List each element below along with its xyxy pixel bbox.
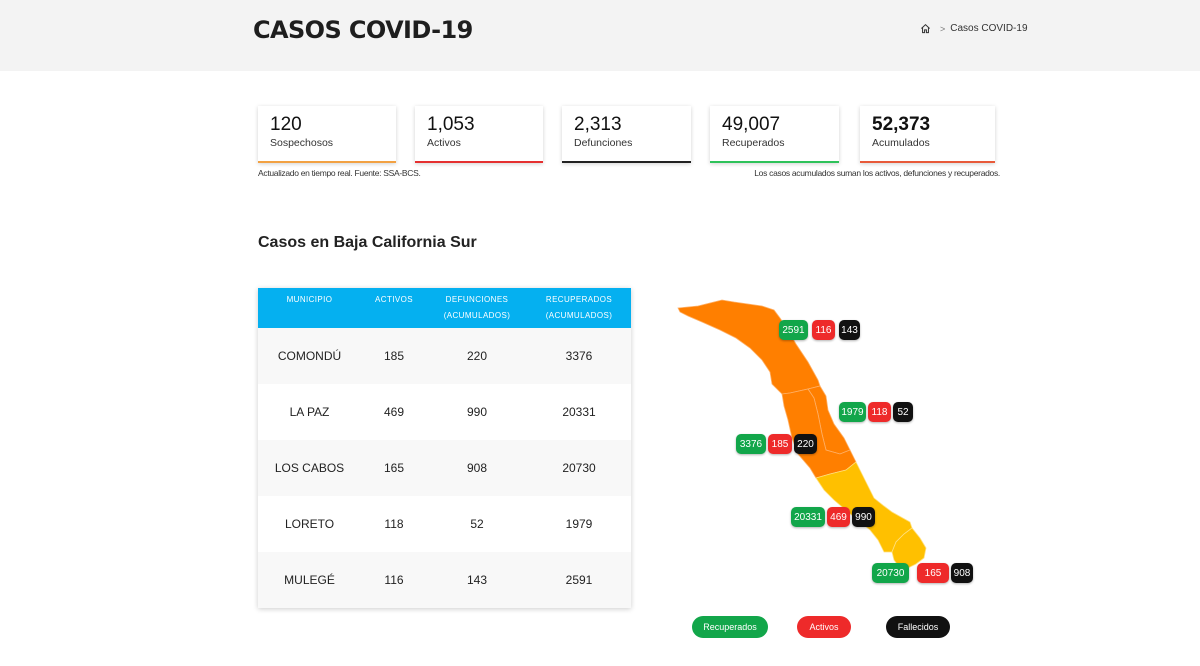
stat-card-activos: 1,053 Activos [415, 106, 543, 163]
stat-label: Sospechosos [270, 137, 334, 149]
cell-municipio: COMONDÚ [277, 349, 342, 363]
stat-card-acumulados: 52,373 Acumulados [860, 106, 995, 163]
legend-activos: Activos [797, 616, 851, 638]
badge-recuperados-loreto: 1979 [839, 402, 866, 422]
table-row: MULEGÉ 116 143 2591 [258, 552, 631, 608]
table-row: COMONDÚ 185 220 3376 [258, 328, 631, 384]
stat-value: 49,007 [722, 114, 781, 135]
badge-fallecidos-la-paz: 990 [852, 507, 875, 527]
stat-label: Activos [427, 137, 461, 149]
badge-recuperados-comondu: 3376 [736, 434, 766, 454]
header-recuperados: RECUPERADOS (ACUMULADOS) [545, 295, 613, 320]
stat-label: Acumulados [872, 137, 930, 149]
stat-value: 52,373 [872, 114, 931, 135]
cell-recuperados: 3376 [565, 349, 593, 363]
cell-activos: 118 [384, 517, 404, 531]
cell-activos: 185 [383, 349, 405, 363]
accumulated-note: Los casos acumulados suman los activos, … [754, 168, 1000, 178]
badge-fallecidos-los-cabos: 908 [951, 563, 973, 583]
stat-label: Defunciones [574, 137, 633, 149]
cell-recuperados: 20730 [562, 461, 596, 475]
badge-activos-loreto: 118 [868, 402, 891, 422]
table-row: LORETO 118 52 1979 [258, 496, 631, 552]
cell-municipio: LORETO [284, 517, 335, 531]
badge-fallecidos-mulege: 143 [839, 320, 860, 340]
table-row: LA PAZ 469 990 20331 [258, 384, 631, 440]
badge-activos-mulege: 116 [812, 320, 835, 340]
badge-activos-los-cabos: 165 [917, 563, 949, 583]
stat-card-recuperados: 49,007 Recuperados [710, 106, 839, 163]
breadcrumb-current[interactable]: Casos COVID-19 [950, 23, 1028, 34]
cell-activos: 116 [384, 573, 404, 587]
cell-defunciones: 990 [466, 405, 488, 419]
stat-card-sospechosos: 120 Sospechosos [258, 106, 396, 163]
cell-defunciones: 908 [466, 461, 488, 475]
stat-value: 120 [270, 114, 302, 135]
badge-activos-comondu: 185 [768, 434, 792, 454]
legend-recuperados: Recuperados [692, 616, 768, 638]
stat-value: 1,053 [427, 114, 475, 135]
cell-municipio: MULEGÉ [284, 573, 335, 587]
cell-recuperados: 2591 [565, 573, 593, 587]
badge-fallecidos-comondu: 220 [794, 434, 817, 454]
page-title: CASOS COVID-19 [253, 16, 473, 44]
cell-activos: 469 [383, 405, 405, 419]
cell-recuperados: 20331 [562, 405, 596, 419]
badge-recuperados-la-paz: 20331 [791, 507, 825, 527]
source-note: Actualizado en tiempo real. Fuente: SSA-… [258, 168, 421, 178]
cell-municipio: LOS CABOS [274, 461, 345, 475]
stat-value: 2,313 [574, 114, 622, 135]
legend-fallecidos: Fallecidos [886, 616, 950, 638]
header-defunciones: DEFUNCIONES (ACUMULADOS) [443, 295, 511, 320]
cell-recuperados: 1979 [565, 517, 593, 531]
cell-activos: 165 [383, 461, 405, 475]
cell-defunciones: 52 [470, 517, 484, 531]
home-icon[interactable] [920, 23, 931, 34]
header-activos: ACTIVOS [375, 295, 413, 304]
header-bar: CASOS COVID-19 > Casos COVID-19 [0, 0, 1200, 71]
stat-label: Recuperados [722, 137, 785, 149]
breadcrumb: > Casos COVID-19 [920, 23, 1028, 34]
badge-activos-la-paz: 469 [827, 507, 850, 527]
municipios-table: MUNICIPIO ACTIVOS DEFUNCIONES (ACUMULADOS… [258, 288, 631, 608]
table-row: LOS CABOS 165 908 20730 [258, 440, 631, 496]
cell-defunciones: 143 [466, 573, 488, 587]
cell-defunciones: 220 [466, 349, 488, 363]
table-body: COMONDÚ 185 220 3376 LA PAZ 469 990 2033… [258, 328, 631, 608]
cell-municipio: LA PAZ [289, 405, 330, 419]
header-municipio: MUNICIPIO [286, 295, 333, 304]
section-title: Casos en Baja California Sur [258, 234, 477, 251]
region-mulege[interactable] [677, 299, 821, 395]
badge-recuperados-mulege: 2591 [779, 320, 808, 340]
badge-fallecidos-loreto: 52 [893, 402, 913, 422]
table-header: MUNICIPIO ACTIVOS DEFUNCIONES (ACUMULADOS… [258, 288, 631, 328]
stat-card-defunciones: 2,313 Defunciones [562, 106, 691, 163]
chevron-right-icon: > [940, 23, 946, 34]
badge-recuperados-los-cabos: 20730 [872, 563, 909, 583]
